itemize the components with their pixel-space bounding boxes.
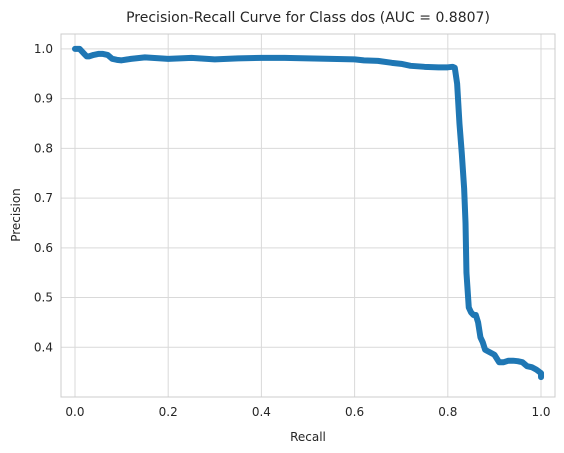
series-point <box>306 56 310 60</box>
series-point <box>511 359 515 363</box>
series-point <box>497 360 501 364</box>
series-point <box>329 57 333 61</box>
y-tick-label: 1.0 <box>34 42 53 56</box>
series-point <box>464 270 468 274</box>
series-point <box>488 350 492 354</box>
y-tick-label: 0.7 <box>34 191 53 205</box>
series-point <box>481 340 485 344</box>
y-tick-label: 0.8 <box>34 141 53 155</box>
series-point <box>96 52 100 56</box>
series-point <box>520 360 524 364</box>
series-point <box>166 57 170 61</box>
series-point <box>408 64 412 68</box>
series-point <box>282 56 286 60</box>
series-point <box>236 56 240 60</box>
series-point <box>453 66 457 70</box>
x-tick-label: 0.2 <box>159 405 178 419</box>
x-tick-label: 0.6 <box>345 405 364 419</box>
series-point <box>460 151 464 155</box>
series-point <box>463 221 467 225</box>
x-tick-label: 1.0 <box>531 405 550 419</box>
y-tick-label: 0.9 <box>34 92 53 106</box>
series-point <box>436 65 440 69</box>
series-point <box>101 52 105 56</box>
series-point <box>525 364 529 368</box>
x-tick-label: 0.8 <box>438 405 457 419</box>
series-point <box>352 57 356 61</box>
series-point <box>516 359 520 363</box>
series-point <box>119 58 123 62</box>
series-point <box>143 55 147 59</box>
series-point <box>457 121 461 125</box>
series-point <box>87 54 91 58</box>
x-tick-label: 0.0 <box>65 405 84 419</box>
series-point <box>129 57 133 61</box>
y-axis-label: Precision <box>9 188 23 242</box>
series-point <box>474 313 478 317</box>
series-point <box>539 371 543 375</box>
series-point <box>462 186 466 190</box>
series-point <box>467 305 471 309</box>
series-point <box>446 65 450 69</box>
series-point <box>534 367 538 371</box>
y-tick-label: 0.6 <box>34 241 53 255</box>
series-point <box>422 65 426 69</box>
series-point <box>189 56 193 60</box>
series-point <box>492 353 496 357</box>
series-point <box>73 47 77 51</box>
series-point <box>399 62 403 66</box>
series-point <box>502 360 506 364</box>
series-point <box>105 53 109 57</box>
chart-title: Precision-Recall Curve for Class dos (AU… <box>126 10 490 26</box>
series-point <box>478 335 482 339</box>
x-axis-label: Recall <box>290 430 326 444</box>
series-point <box>376 59 380 63</box>
y-tick-label: 0.5 <box>34 291 53 305</box>
series-point <box>483 348 487 352</box>
series-point <box>529 365 533 369</box>
series-point <box>91 53 95 57</box>
series-point <box>110 57 114 61</box>
series-point <box>476 320 480 324</box>
series-point <box>213 57 217 61</box>
series-point <box>539 375 543 379</box>
series-point <box>362 58 366 62</box>
series-point <box>259 56 263 60</box>
series-point <box>455 82 459 86</box>
x-tick-label: 0.4 <box>252 405 271 419</box>
series-point <box>115 58 119 62</box>
y-tick-label: 0.4 <box>34 340 53 354</box>
series-point <box>506 359 510 363</box>
series-point <box>390 61 394 65</box>
